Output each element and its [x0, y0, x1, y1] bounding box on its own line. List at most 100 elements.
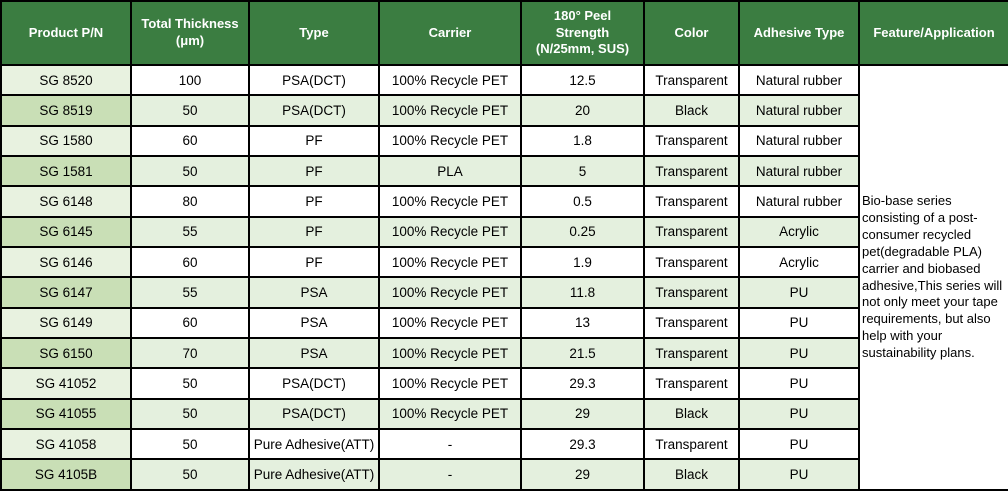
- cell-product-pn: SG 41058: [0, 428, 132, 461]
- cell-type: PSA: [248, 306, 380, 340]
- cell-carrier: 100% Recycle PET: [378, 124, 522, 158]
- cell-total-thickness: 50: [130, 458, 250, 491]
- cell-total-thickness: 50: [130, 428, 250, 461]
- table-row: SG 8520 100 PSA(DCT) 100% Recycle PET 12.5 Tr…: [0, 63, 1008, 491]
- table-row: SG 6147 55 PSA 100% Recycle PET 11.8 Transpar…: [0, 276, 1008, 309]
- cell-carrier: 100% Recycle PET: [378, 276, 522, 309]
- cell-adhesive-type: Natural rubber: [738, 94, 860, 127]
- table-body: SG 8520 100 PSA(DCT) 100% Recycle PET 12.5 Tr…: [0, 63, 1008, 491]
- cell-color: Transparent: [643, 124, 740, 158]
- col-header-type: Type: [248, 0, 380, 66]
- cell-carrier: 100% Recycle PET: [378, 94, 522, 127]
- cell-total-thickness: 55: [130, 276, 250, 309]
- table-row: SG 1580 60 PF 100% Recycle PET 1.8 Transparen…: [0, 124, 1008, 158]
- cell-carrier: 100% Recycle PET: [378, 215, 522, 249]
- cell-color: Transparent: [643, 306, 740, 340]
- cell-total-thickness: 100: [130, 63, 250, 97]
- cell-carrier: -: [378, 458, 522, 491]
- cell-peel-strength: 5: [520, 155, 645, 188]
- feature-application-cell: Bio-base series consisting of a post-con…: [858, 64, 1008, 491]
- cell-type: PSA: [248, 276, 380, 309]
- cell-adhesive-type: PU: [738, 458, 860, 491]
- cell-carrier: 100% Recycle PET: [378, 185, 522, 218]
- cell-product-pn: SG 41055: [0, 397, 132, 431]
- cell-peel-strength: 29: [520, 458, 645, 491]
- cell-total-thickness: 60: [130, 246, 250, 279]
- cell-color: Transparent: [643, 428, 740, 461]
- cell-total-thickness: 50: [130, 367, 250, 400]
- cell-peel-strength: 20: [520, 94, 645, 127]
- cell-product-pn: SG 6148: [0, 185, 132, 218]
- cell-type: PF: [248, 124, 380, 158]
- cell-adhesive-type: Natural rubber: [738, 155, 860, 188]
- cell-type: PSA(DCT): [248, 397, 380, 431]
- cell-product-pn: SG 8519: [0, 94, 132, 127]
- cell-product-pn: SG 6145: [0, 215, 132, 249]
- cell-type: Pure Adhesive(ATT): [248, 458, 380, 491]
- cell-carrier: -: [378, 428, 522, 461]
- cell-type: PF: [248, 246, 380, 279]
- cell-adhesive-type: Natural rubber: [738, 185, 860, 218]
- cell-carrier: PLA: [378, 155, 522, 188]
- cell-peel-strength: 29: [520, 397, 645, 431]
- col-header-peel-strength: 180° Peel Strength (N/25mm, SUS): [520, 0, 645, 66]
- col-header-total-thickness: Total Thickness (μm): [130, 0, 250, 66]
- col-header-carrier: Carrier: [378, 0, 522, 66]
- cell-adhesive-type: PU: [738, 276, 860, 309]
- cell-color: Transparent: [643, 337, 740, 370]
- cell-carrier: 100% Recycle PET: [378, 367, 522, 400]
- col-header-product-pn: Product P/N: [0, 0, 132, 66]
- cell-carrier: 100% Recycle PET: [378, 397, 522, 431]
- cell-product-pn: SG 41052: [0, 367, 132, 400]
- cell-peel-strength: 13: [520, 306, 645, 340]
- cell-color: Transparent: [643, 215, 740, 249]
- cell-product-pn: SG 1580: [0, 124, 132, 158]
- cell-total-thickness: 60: [130, 306, 250, 340]
- cell-peel-strength: 0.25: [520, 215, 645, 249]
- cell-adhesive-type: PU: [738, 367, 860, 400]
- table-row: SG 1581 50 PF PLA 5 Transparent Natural rubber: [0, 155, 1008, 188]
- cell-product-pn: SG 6146: [0, 246, 132, 279]
- cell-color: Black: [643, 458, 740, 491]
- cell-adhesive-type: Natural rubber: [738, 63, 860, 97]
- cell-adhesive-type: Acrylic: [738, 215, 860, 249]
- cell-carrier: 100% Recycle PET: [378, 63, 522, 97]
- cell-peel-strength: 0.5: [520, 185, 645, 218]
- cell-color: Black: [643, 94, 740, 127]
- cell-adhesive-type: PU: [738, 397, 860, 431]
- table-row: SG 41052 50 PSA(DCT) 100% Recycle PET 29.3 Tr…: [0, 367, 1008, 400]
- table-row: SG 6149 60 PSA 100% Recycle PET 13 Transparen…: [0, 306, 1008, 340]
- cell-peel-strength: 29.3: [520, 367, 645, 400]
- header-row: Product P/N Total Thickness (μm) Type Ca…: [0, 0, 1008, 66]
- cell-color: Transparent: [643, 185, 740, 218]
- table-row: SG 6146 60 PF 100% Recycle PET 1.9 Transparen…: [0, 246, 1008, 279]
- cell-carrier: 100% Recycle PET: [378, 306, 522, 340]
- cell-peel-strength: 29.3: [520, 428, 645, 461]
- cell-product-pn: SG 6149: [0, 306, 132, 340]
- cell-color: Black: [643, 397, 740, 431]
- cell-adhesive-type: PU: [738, 428, 860, 461]
- cell-total-thickness: 50: [130, 155, 250, 188]
- cell-product-pn: SG 6147: [0, 276, 132, 309]
- cell-total-thickness: 50: [130, 397, 250, 431]
- cell-peel-strength: 1.9: [520, 246, 645, 279]
- cell-total-thickness: 55: [130, 215, 250, 249]
- cell-color: Transparent: [643, 276, 740, 309]
- cell-adhesive-type: Acrylic: [738, 246, 860, 279]
- table-row: SG 6150 70 PSA 100% Recycle PET 21.5 Transpar…: [0, 337, 1008, 370]
- table-row: SG 8519 50 PSA(DCT) 100% Recycle PET 20 Black…: [0, 94, 1008, 127]
- cell-adhesive-type: Natural rubber: [738, 124, 860, 158]
- cell-product-pn: SG 4105B: [0, 458, 132, 491]
- cell-carrier: 100% Recycle PET: [378, 246, 522, 279]
- table-row: SG 41055 50 PSA(DCT) 100% Recycle PET 29 Blac…: [0, 397, 1008, 431]
- col-header-feature-application: Feature/Application: [858, 0, 1008, 66]
- table-row: SG 4105B 50 Pure Adhesive(ATT) -29 Black PU: [0, 458, 1008, 491]
- cell-type: PSA: [248, 337, 380, 370]
- cell-adhesive-type: PU: [738, 306, 860, 340]
- cell-type: PSA(DCT): [248, 367, 380, 400]
- cell-carrier: 100% Recycle PET: [378, 337, 522, 370]
- cell-color: Transparent: [643, 63, 740, 97]
- cell-peel-strength: 1.8: [520, 124, 645, 158]
- cell-total-thickness: 50: [130, 94, 250, 127]
